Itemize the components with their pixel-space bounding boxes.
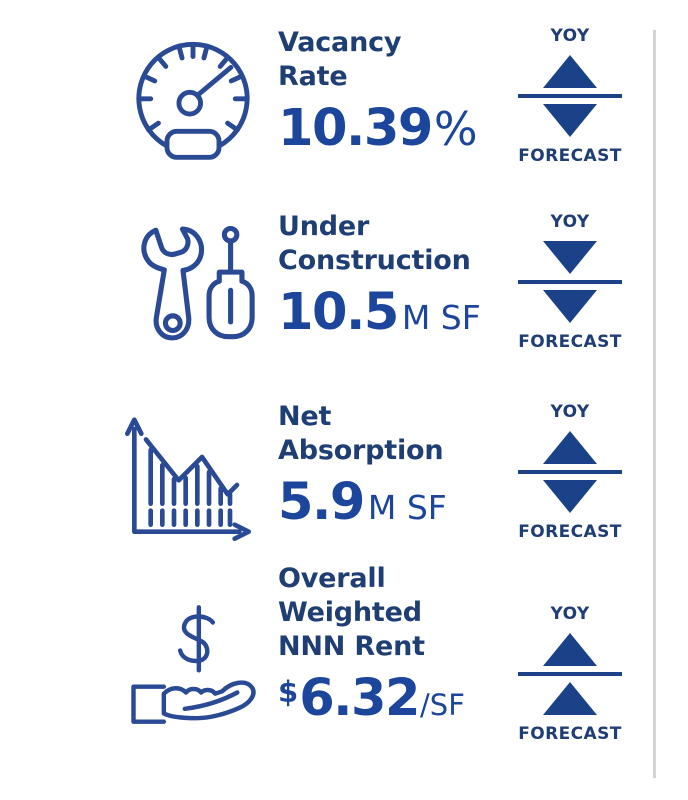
metric-value-row: $ 6.32 /SF (278, 672, 513, 726)
forecast-arrow-icon (543, 682, 597, 715)
yoy-arrow-icon (543, 241, 597, 274)
metric-title: Weighted (278, 597, 422, 628)
metric-unit: M SF (367, 488, 447, 527)
indicator-divider (518, 280, 622, 284)
metric-value-row: 10.5 M SF (278, 286, 513, 340)
yoy-arrow-icon (543, 431, 597, 464)
metric-text-nnn-rent: Overall Weighted NNN Rent $ 6.32 /SF (278, 562, 513, 726)
yoy-forecast-indicator: YOY FORECAST (514, 26, 626, 166)
metric-value-row: 10.39 % (278, 102, 513, 156)
yoy-label: YOY (550, 26, 590, 46)
metric-value-row: 5.9 M SF (278, 476, 513, 530)
currency-prefix: $ (278, 675, 299, 709)
metric-title: Overall (278, 563, 386, 594)
forecast-label: FORECAST (518, 146, 622, 166)
yoy-label: YOY (550, 604, 590, 624)
metric-unit: M SF (401, 298, 481, 337)
metric-title: Construction (278, 245, 471, 276)
dollar-in-hand-icon (124, 598, 269, 738)
yoy-forecast-indicator: YOY FORECAST (514, 604, 626, 744)
metric-value: 10.5 (278, 283, 399, 342)
yoy-forecast-indicator: YOY FORECAST (514, 402, 626, 542)
metric-title: Absorption (278, 435, 444, 466)
yoy-arrow-icon (543, 55, 597, 88)
vertical-divider (653, 30, 656, 778)
metric-unit: /SF (420, 688, 465, 722)
metric-title: Net (278, 401, 332, 432)
forecast-arrow-icon (543, 480, 597, 513)
declining-bar-chart-icon (118, 408, 258, 548)
metric-title: Rate (278, 61, 348, 92)
metric-title: NNN Rent (278, 631, 425, 662)
yoy-label: YOY (550, 402, 590, 422)
forecast-label: FORECAST (518, 332, 622, 352)
forecast-label: FORECAST (518, 724, 622, 744)
wrench-screwdriver-icon (132, 218, 268, 358)
metric-text-under-construction: Under Construction 10.5 M SF (278, 210, 513, 340)
yoy-label: YOY (550, 212, 590, 232)
indicator-divider (518, 672, 622, 676)
metric-title: Under (278, 211, 370, 242)
forecast-arrow-icon (543, 104, 597, 137)
metric-text-vacancy-rate: Vacancy Rate 10.39 % (278, 26, 513, 156)
metric-value: 6.32 (299, 669, 420, 728)
metric-text-net-absorption: Net Absorption 5.9 M SF (278, 400, 513, 530)
forecast-label: FORECAST (518, 522, 622, 542)
metric-value: 10.39 (278, 99, 433, 158)
yoy-arrow-icon (543, 633, 597, 666)
indicator-divider (518, 470, 622, 474)
forecast-arrow-icon (543, 290, 597, 323)
gauge-icon (128, 36, 258, 166)
metric-value: 5.9 (278, 473, 365, 532)
metric-unit: % (433, 102, 478, 156)
yoy-forecast-indicator: YOY FORECAST (514, 212, 626, 352)
metric-title: Vacancy (278, 27, 402, 58)
indicator-divider (518, 94, 622, 98)
